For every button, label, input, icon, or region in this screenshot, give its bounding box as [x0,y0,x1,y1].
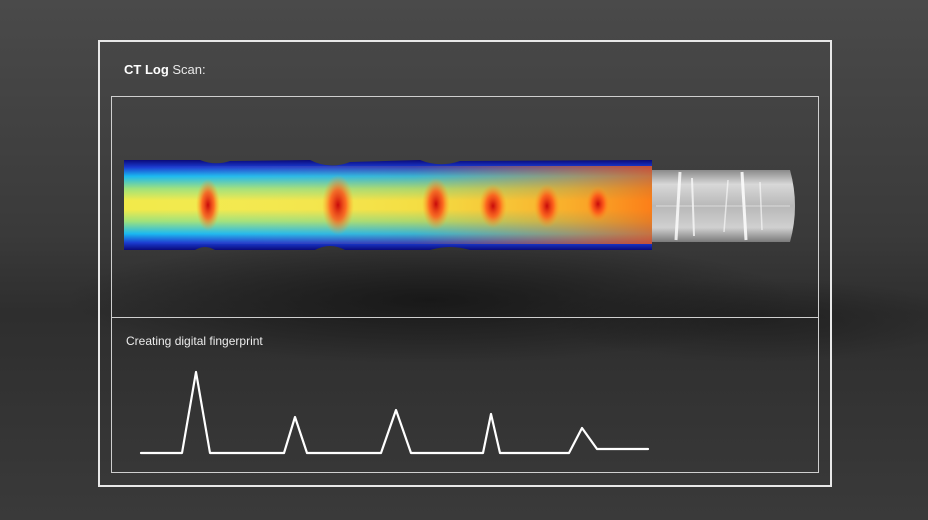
heatmap-scan-image [124,160,652,250]
xray-log-image [652,170,795,242]
panel-title-bold: CT Log [124,62,169,77]
fingerprint-frame [111,317,819,473]
panel-title-rest: Scan: [168,62,206,77]
fingerprint-caption: Creating digital fingerprint [126,334,263,348]
fingerprint-waveform [139,370,650,455]
ct-scan-panel [98,40,832,487]
panel-title: CT Log Scan: [124,62,206,77]
